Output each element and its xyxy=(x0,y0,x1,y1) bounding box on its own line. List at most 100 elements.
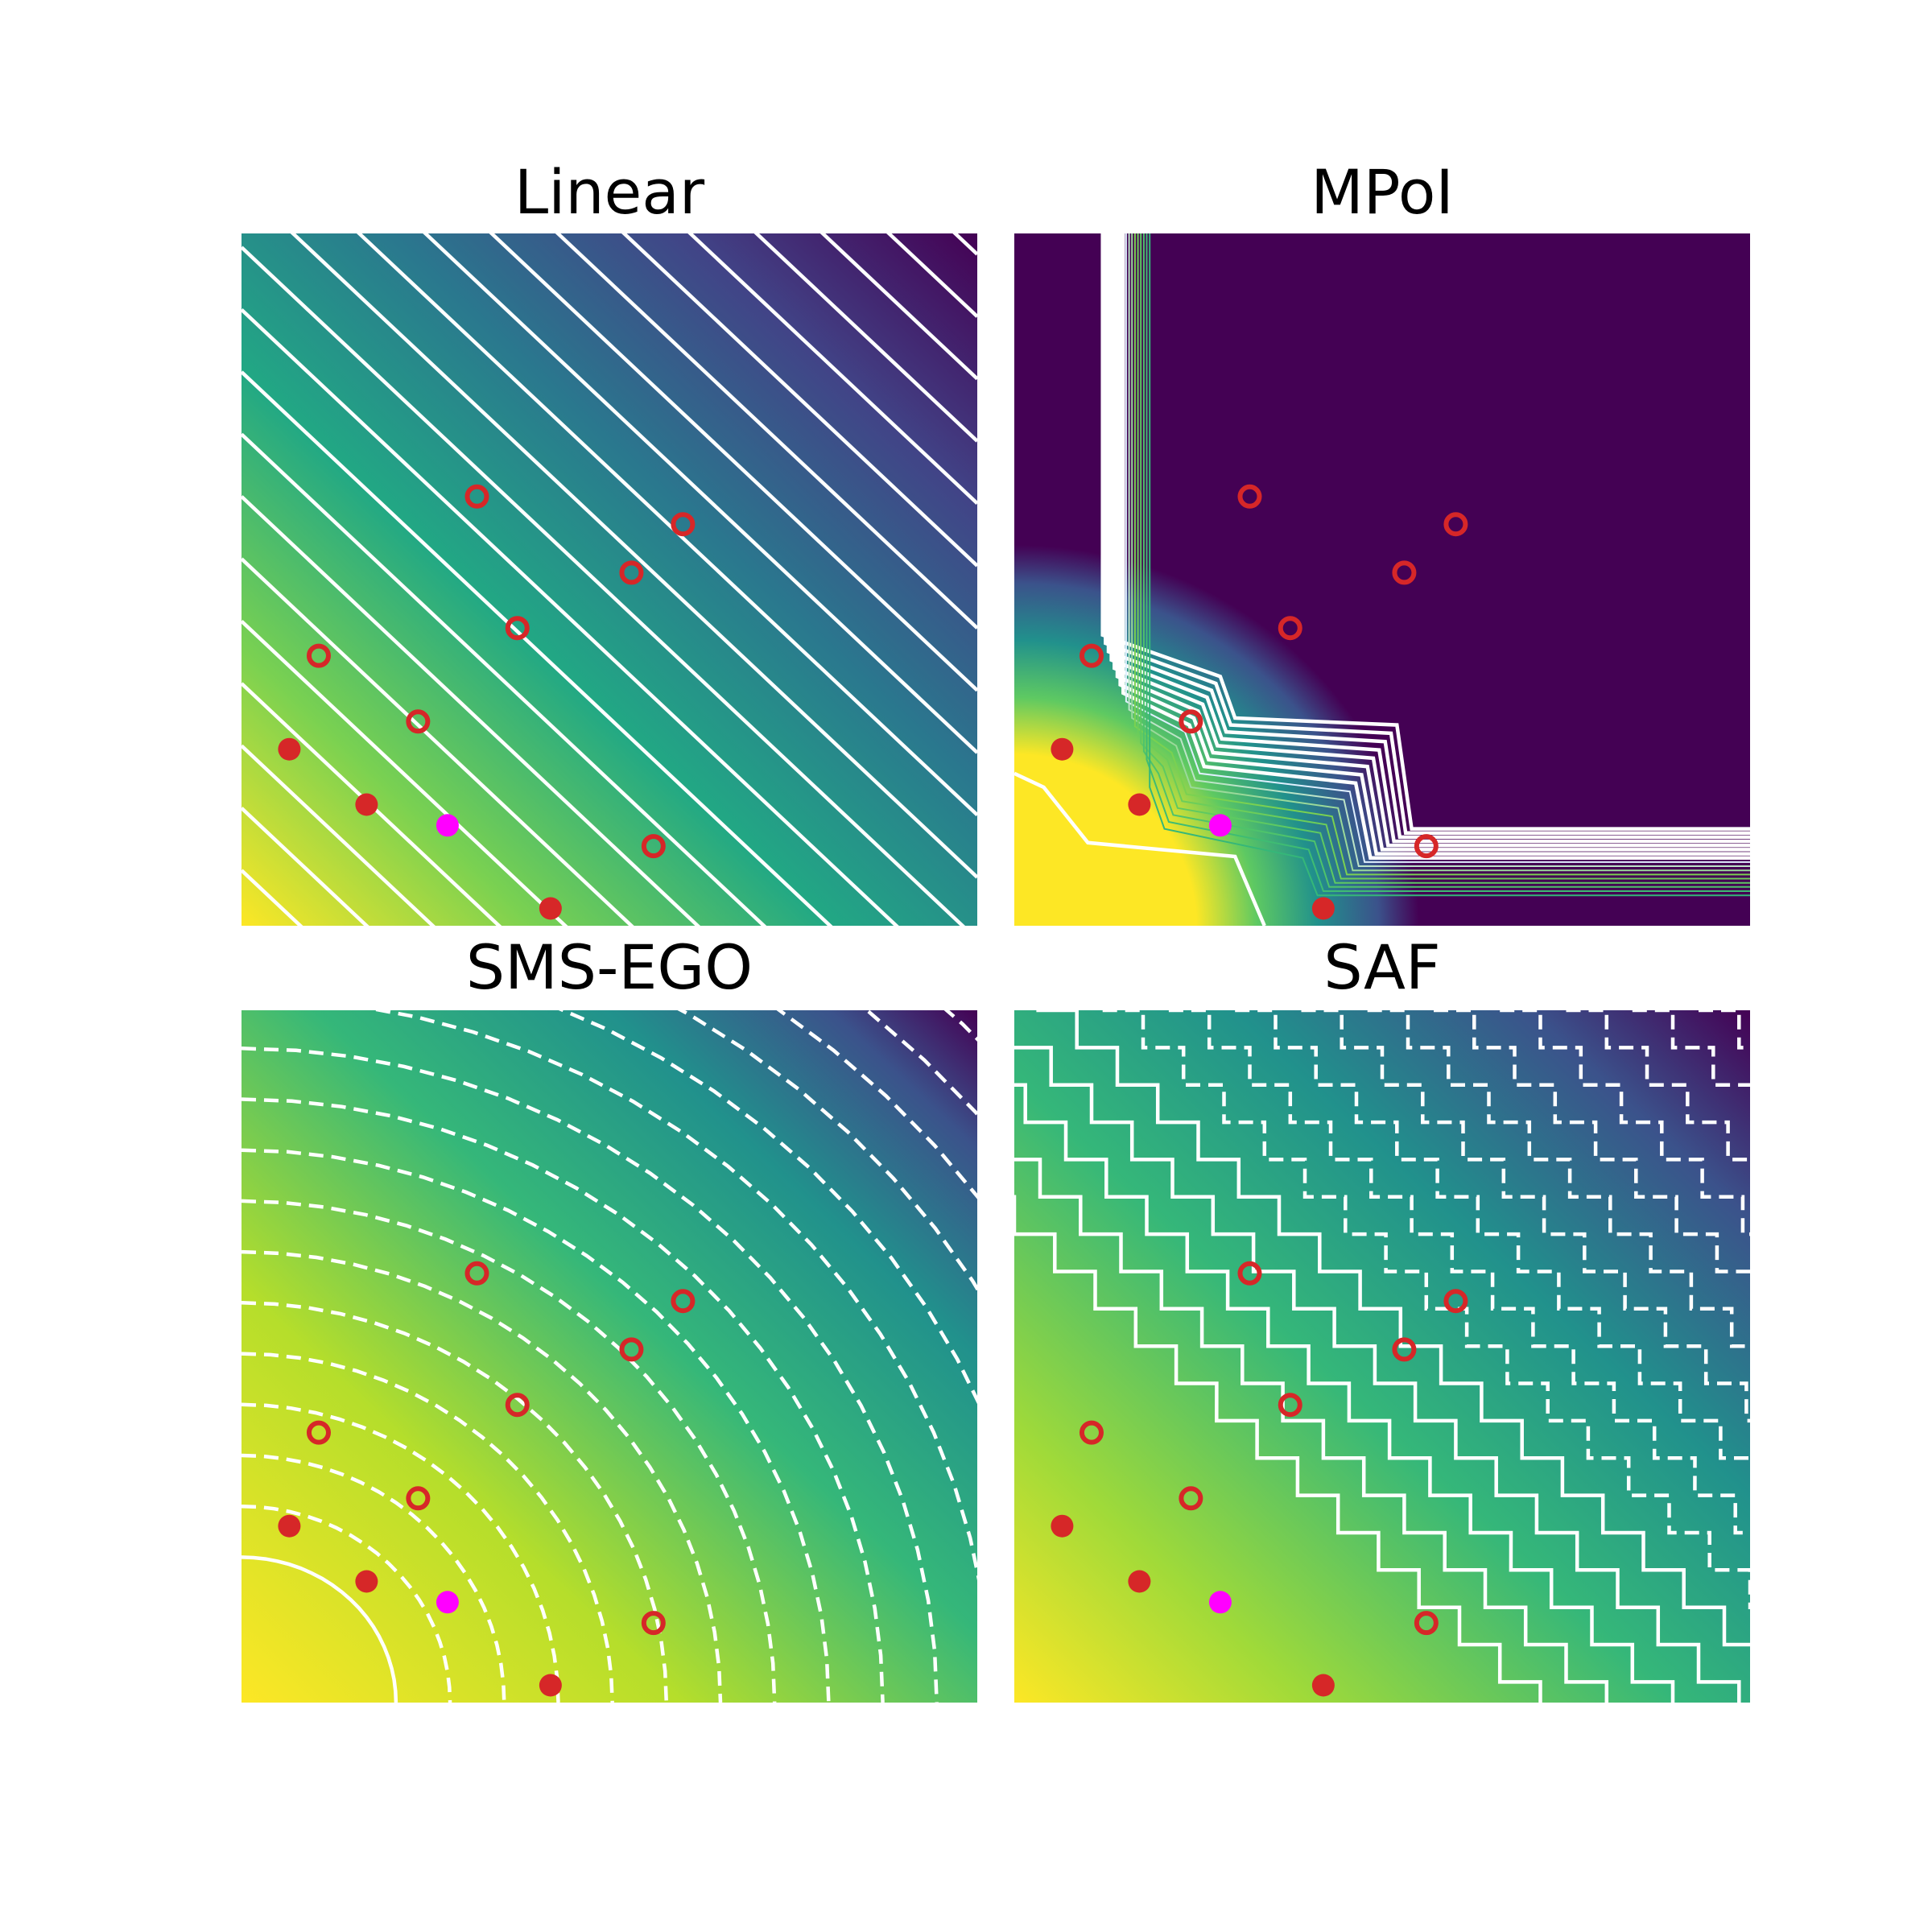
contour-line xyxy=(1146,233,1750,892)
contour-line xyxy=(864,1010,977,1117)
nondominated-point xyxy=(1051,737,1074,761)
data-points xyxy=(1051,1261,1468,1697)
dominated-point xyxy=(505,616,530,641)
contour-line xyxy=(1014,1010,1675,1703)
contour-line xyxy=(489,233,977,692)
contour-line xyxy=(1036,1010,1750,1647)
contour-line xyxy=(242,1249,723,1703)
contour-line xyxy=(242,370,833,926)
dominated-point xyxy=(1278,1393,1302,1418)
contour-line xyxy=(1831,1010,1932,1794)
dominated-point xyxy=(1237,484,1262,509)
contour-line xyxy=(242,619,568,926)
new-point xyxy=(1208,814,1232,837)
contour-line xyxy=(1142,233,1750,888)
dominated-point xyxy=(1443,1289,1468,1314)
contour-line xyxy=(555,233,977,630)
dominated-point xyxy=(671,512,696,537)
dominated-point xyxy=(464,1261,489,1286)
nondominated-point xyxy=(1051,1514,1074,1538)
nondominated-point xyxy=(1311,1674,1335,1697)
panel-saf: SAF xyxy=(1014,931,1932,1794)
data-points xyxy=(278,1261,696,1697)
contour-line xyxy=(1014,1010,1741,1703)
contour-lines xyxy=(242,233,977,926)
dominated-point xyxy=(1237,1261,1262,1286)
contour-line xyxy=(1118,233,1750,856)
contour-lines xyxy=(1014,1010,1932,1794)
contour-line xyxy=(356,233,977,817)
contour-line xyxy=(1897,1010,1932,1794)
contour-line xyxy=(687,233,977,506)
contour-line xyxy=(1133,233,1750,876)
contour-line xyxy=(242,1097,885,1703)
dominated-point xyxy=(641,1611,666,1636)
nondominated-point xyxy=(539,1674,562,1697)
panel-sms-ego: SMS-EGO xyxy=(242,931,977,1703)
new-point xyxy=(436,1591,459,1614)
contour-line xyxy=(943,1010,977,1042)
contour-line xyxy=(242,1046,939,1703)
contour-lines xyxy=(242,1010,977,1703)
dominated-point xyxy=(1414,834,1439,859)
contour-line xyxy=(1102,1010,1750,1609)
contour-line xyxy=(1367,1010,1750,1348)
dominated-point xyxy=(1179,709,1203,734)
dominated-point xyxy=(406,1486,431,1511)
dominated-point xyxy=(464,484,489,509)
contour-line xyxy=(1113,233,1750,848)
dominated-point xyxy=(1392,560,1417,585)
contour-line xyxy=(1104,233,1750,836)
contour-line xyxy=(1434,1010,1750,1274)
contour-line xyxy=(242,744,436,926)
contour-line xyxy=(776,1010,977,1199)
dominated-point xyxy=(406,709,431,734)
contour-line xyxy=(242,557,634,926)
data-points xyxy=(278,484,696,920)
contour-line xyxy=(1128,233,1750,867)
contour-line xyxy=(1014,1010,1609,1703)
contour-line xyxy=(242,308,899,926)
contour-line xyxy=(242,1352,614,1703)
contour-line xyxy=(1100,233,1750,831)
dominated-point xyxy=(1179,1486,1203,1511)
contour-line xyxy=(1125,233,1750,863)
panel-title: SAF xyxy=(1323,931,1440,1003)
nondominated-point xyxy=(539,897,562,920)
new-point xyxy=(1208,1591,1232,1614)
dominated-point xyxy=(1443,512,1468,537)
dominated-point xyxy=(306,643,331,668)
contour-line xyxy=(423,233,977,754)
contour-line xyxy=(1566,1010,1750,1162)
contour-line xyxy=(1106,233,1750,840)
dominated-point xyxy=(306,1420,331,1445)
dominated-point xyxy=(505,1393,530,1418)
nondominated-point xyxy=(1128,793,1151,816)
panel-title: SMS-EGO xyxy=(466,931,753,1003)
dominated-point xyxy=(1079,643,1104,668)
contour-line xyxy=(1115,233,1750,852)
nondominated-point xyxy=(278,737,301,761)
contour-line xyxy=(1121,233,1750,860)
contour-line xyxy=(1235,1010,1750,1460)
contour-line xyxy=(242,807,369,926)
contour-lines xyxy=(1014,233,1750,926)
panel-title: Linear xyxy=(514,156,705,228)
dominated-point xyxy=(671,1289,696,1314)
panel-linear: Linear xyxy=(242,156,977,926)
contour-line xyxy=(1765,1010,1932,1794)
nondominated-point xyxy=(1311,897,1335,920)
contour-line xyxy=(1149,233,1750,897)
dominated-point xyxy=(641,834,666,859)
dominated-point xyxy=(619,560,644,585)
contour-line xyxy=(677,1010,977,1293)
contour-line xyxy=(1168,1010,1750,1535)
contour-line xyxy=(1140,233,1750,884)
contour-line xyxy=(1014,1010,1542,1703)
dominated-point xyxy=(1414,1611,1439,1636)
dominated-point xyxy=(1079,1420,1104,1445)
dominated-point xyxy=(1278,616,1302,641)
contour-line xyxy=(290,233,977,879)
contour-line xyxy=(753,233,977,443)
